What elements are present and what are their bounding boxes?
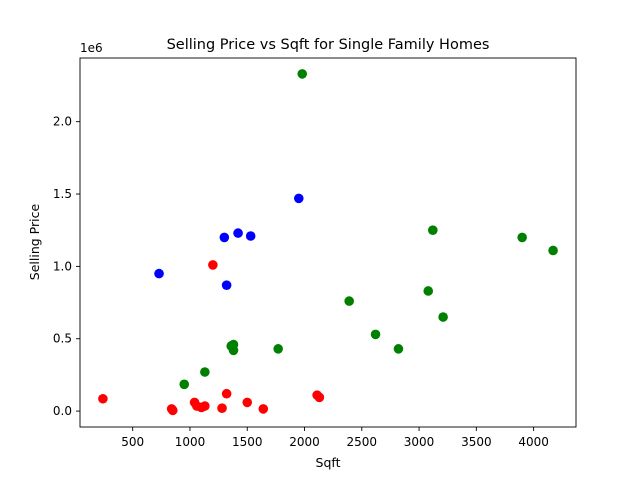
- data-point: [221, 388, 232, 399]
- points-layer: [98, 69, 558, 416]
- data-point: [428, 225, 438, 235]
- data-point: [314, 392, 325, 403]
- data-point: [154, 268, 164, 279]
- y-tick-label: 0.0: [53, 404, 72, 418]
- data-point: [548, 245, 558, 256]
- x-tick-label: 2000: [289, 435, 320, 449]
- data-point: [208, 260, 218, 270]
- data-point: [297, 69, 308, 79]
- y-tick-label: 1.0: [53, 259, 72, 273]
- x-axis: 500 1000 1500 2000 2500 3000 3500 4000: [121, 427, 549, 449]
- data-point: [200, 367, 210, 377]
- data-point: [293, 193, 304, 204]
- x-tick-label: 4000: [518, 435, 549, 449]
- data-point: [344, 296, 354, 306]
- x-tick-label: 1500: [232, 435, 263, 449]
- data-point: [217, 403, 227, 413]
- data-point: [233, 228, 243, 238]
- x-tick-label: 2500: [347, 435, 378, 449]
- chart-title: Selling Price vs Sqft for Single Family …: [167, 37, 490, 53]
- data-point: [200, 401, 210, 411]
- x-tick-label: 1000: [175, 435, 206, 449]
- data-point: [179, 379, 190, 390]
- y-tick-label: 1.5: [53, 187, 72, 201]
- x-axis-label: Sqft: [316, 455, 341, 470]
- y-tick-label: 0.5: [53, 332, 72, 346]
- data-point: [242, 397, 253, 408]
- y-axis-label: Selling Price: [27, 204, 42, 281]
- data-point: [245, 231, 256, 241]
- data-point: [393, 344, 404, 354]
- y-tick-label: 2.0: [53, 115, 72, 129]
- data-point: [517, 232, 527, 243]
- data-point: [258, 404, 269, 414]
- data-point: [228, 345, 239, 356]
- y-axis: 0.0 0.5 1.0 1.5 2.0: [53, 115, 80, 418]
- data-point: [370, 329, 381, 340]
- x-tick-label: 3500: [461, 435, 492, 449]
- data-point: [167, 405, 178, 416]
- plot-frame: [79, 57, 577, 428]
- data-point: [219, 232, 230, 243]
- data-point: [98, 393, 108, 404]
- data-point: [273, 344, 283, 354]
- data-point: [438, 312, 448, 322]
- data-point: [221, 280, 232, 290]
- y-offset-label: 1e6: [80, 41, 103, 55]
- x-tick-label: 3000: [404, 435, 435, 449]
- x-tick-label: 500: [121, 435, 144, 449]
- data-point: [423, 286, 434, 296]
